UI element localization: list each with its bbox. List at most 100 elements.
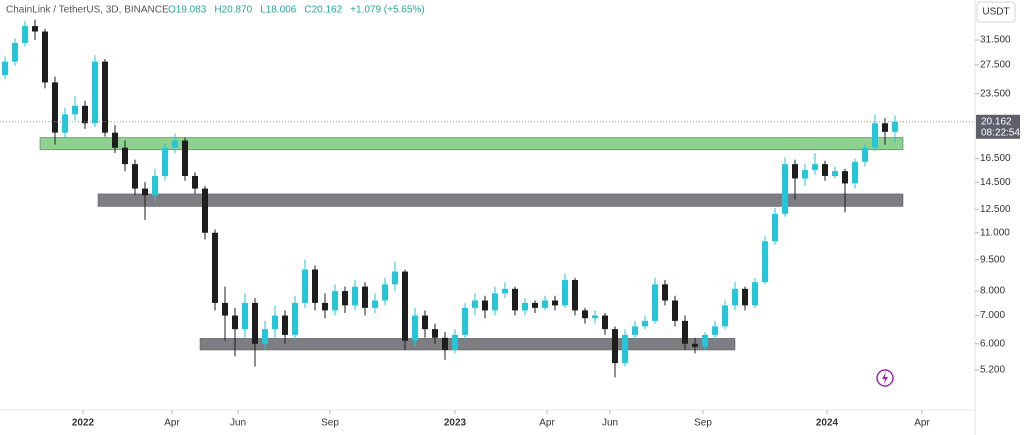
candle-body [612, 329, 618, 364]
candle-body [462, 307, 468, 335]
candle-body [722, 305, 728, 327]
candle-body [712, 326, 718, 335]
price-tag [976, 114, 1020, 139]
x-tick-label: Apr [914, 418, 930, 429]
candle-body [632, 326, 638, 335]
candle-body [652, 284, 658, 321]
x-tick-label: Apr [164, 418, 180, 429]
candle-body [172, 140, 178, 148]
axes: 31.500 27.500 23.500 16.500 14.500 12.500 11.0… [0, 35, 1020, 429]
candle-body [532, 302, 538, 308]
candle-body [312, 269, 318, 303]
y-tick-label: 12.500 [980, 204, 1011, 215]
candle-body [282, 315, 288, 335]
candle-body [622, 334, 628, 364]
y-tick-label: 23.500 [980, 88, 1011, 99]
candle-body [732, 288, 738, 306]
candle-body [482, 300, 488, 311]
header-values: O19.083 H20.870 L18.006 C20.162 +1.079 (+5.6… [168, 5, 425, 16]
candle-body [152, 175, 158, 196]
zones [39, 137, 904, 351]
header-value: O19.083 [168, 5, 207, 16]
candle-body [322, 302, 328, 311]
candle-body [602, 315, 608, 330]
candle-body [142, 188, 148, 196]
candle-body [262, 329, 268, 344]
candle-body [72, 105, 78, 115]
candle-body [182, 140, 188, 176]
zone [199, 338, 736, 351]
y-tick-label: 16.500 [980, 153, 1011, 164]
currency-box[interactable] [976, 1, 1016, 23]
candle-body [692, 343, 698, 347]
candle-body [192, 175, 198, 189]
candle-body [232, 315, 238, 330]
candle-body [562, 279, 568, 306]
header-value: H20.870 [214, 5, 252, 16]
candle-body [782, 164, 788, 214]
candle-body [572, 279, 578, 311]
alert-bolt [882, 372, 888, 384]
x-tick-label: 2023 [444, 418, 467, 429]
candle-body [502, 288, 508, 294]
candle-body [672, 300, 678, 321]
candle-body [412, 315, 418, 341]
candle-body [872, 123, 878, 148]
candle-body [422, 315, 428, 330]
candle-body [642, 320, 648, 327]
candle-body [542, 300, 548, 308]
x-tick-label: Jun [602, 418, 618, 429]
x-tick-label: Apr [539, 418, 555, 429]
candle-body [302, 269, 308, 303]
header-value: C20.162 [304, 5, 342, 16]
candle-body [392, 271, 398, 285]
candle-body [882, 123, 888, 132]
currency: USDT [982, 7, 1009, 18]
zone [39, 137, 904, 151]
candle-body [342, 291, 348, 306]
candle-body [402, 271, 408, 341]
y-tick-label: 7.000 [980, 310, 1005, 321]
candle-body [792, 164, 798, 179]
candle-body [22, 26, 28, 43]
y-tick-label: 27.500 [980, 60, 1011, 71]
symbol: ChainLink / TetherUS, 3D, BINANCE [6, 5, 169, 16]
candle-body [242, 302, 248, 330]
x-tick-label: Jun [230, 418, 246, 429]
candle-body [32, 26, 38, 32]
candle-body [702, 334, 708, 347]
y-tick-label: 14.500 [980, 177, 1011, 188]
y-tick-label: 8.000 [980, 286, 1005, 297]
candle-body [592, 315, 598, 319]
x-tick-label: 2024 [816, 418, 839, 429]
candle-body [682, 320, 688, 344]
candle-body [102, 61, 108, 133]
candle-body [362, 286, 368, 308]
candle-body [382, 284, 388, 301]
y-tick-label: 11.000 [980, 227, 1010, 238]
header-value: +1.079 (+5.65%) [350, 5, 425, 16]
candle-body [162, 147, 168, 176]
candle-body [292, 302, 298, 335]
candle-body [352, 286, 358, 306]
zone [97, 193, 904, 207]
candle-body [112, 132, 118, 148]
candle-body [522, 302, 528, 311]
last-price-label: 20.162 [981, 116, 1012, 127]
candle-body [212, 232, 218, 303]
candle-body [752, 282, 758, 306]
y-tick-label: 5.200 [980, 365, 1005, 376]
alert-icon[interactable] [876, 369, 894, 387]
candle-body [12, 42, 18, 62]
candle-body [862, 147, 868, 162]
candle-body [892, 121, 898, 132]
countdown: 08:22:54 [981, 127, 1020, 138]
candle-body [552, 300, 558, 306]
candle-body [82, 105, 88, 124]
candle-body [332, 291, 338, 311]
candle-body [42, 31, 48, 83]
candle-body [272, 315, 278, 330]
y-tick-label: 9.500 [980, 254, 1005, 265]
